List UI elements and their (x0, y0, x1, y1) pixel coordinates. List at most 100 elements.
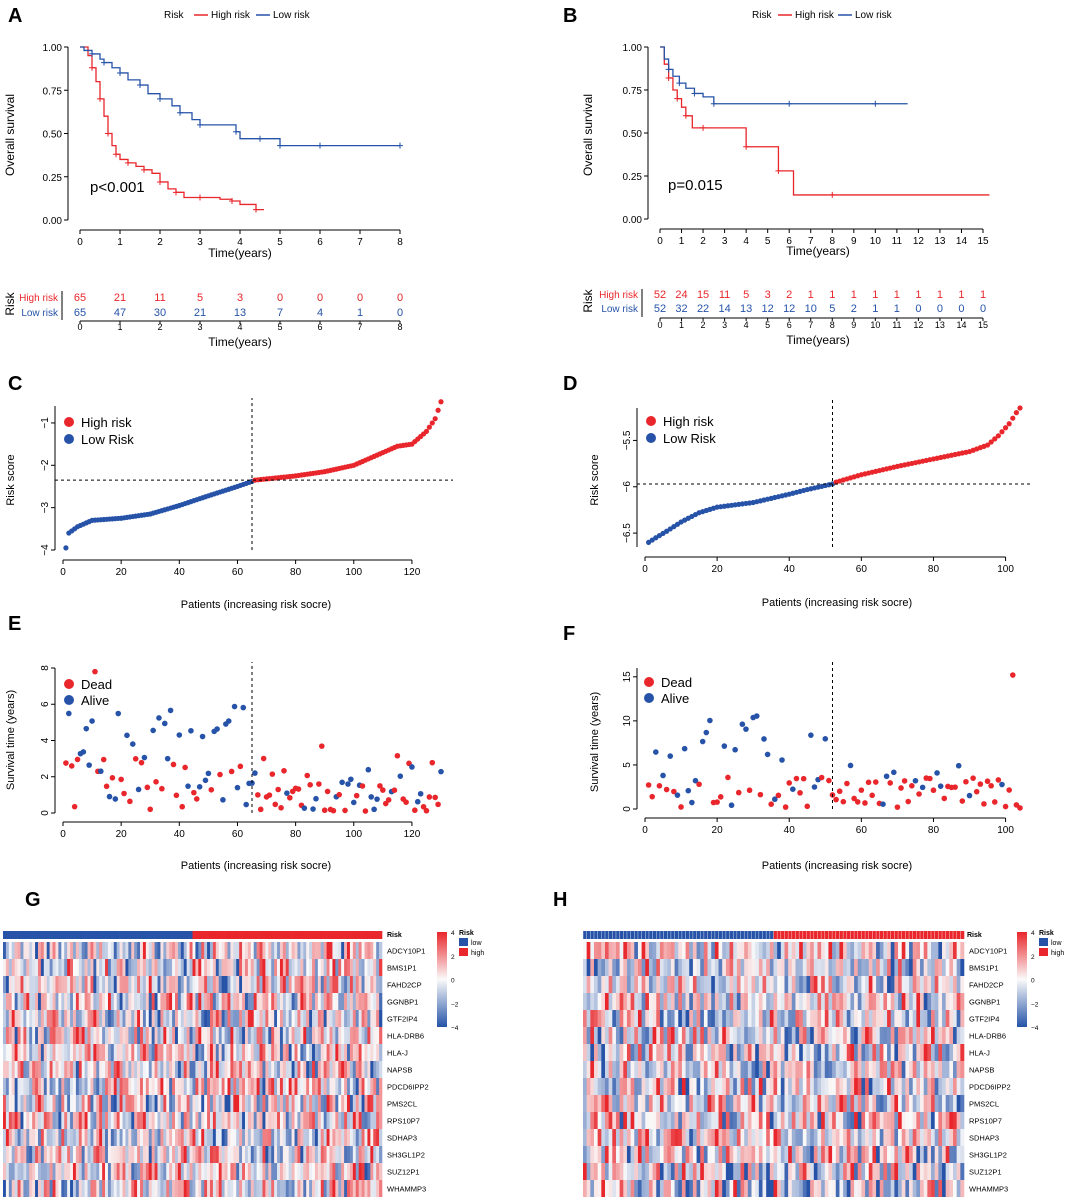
pvalue-a: p<0.001 (90, 179, 145, 196)
heatmap-cell (872, 1027, 877, 1044)
heatmap-cell (312, 1129, 316, 1146)
heatmap-cell (828, 1112, 833, 1129)
heatmap-cell (134, 1078, 138, 1095)
heatmap-cell (326, 1027, 330, 1044)
heatmap-cell (740, 1163, 745, 1180)
heatmap-cell (352, 1061, 357, 1078)
heatmap-cell (876, 1129, 881, 1146)
patient-point (649, 793, 656, 800)
censor-mark (829, 191, 836, 198)
risk-annotation-cell (110, 931, 115, 939)
heatmap-cell (244, 1010, 249, 1027)
heatmap-cell (956, 1078, 961, 1095)
heatmap-cell (799, 959, 804, 976)
heatmap-cell (297, 1044, 301, 1061)
heatmap-cell (26, 1027, 30, 1044)
heatmap-cell (52, 1163, 56, 1180)
risk-annotation-cell (916, 931, 921, 939)
heatmap-cell (953, 1146, 957, 1163)
heatmap-cell (169, 1146, 173, 1163)
heatmap-cell (32, 1078, 36, 1095)
heatmap-cell (865, 1061, 870, 1078)
patient-point (844, 780, 850, 787)
heatmap-cell (67, 959, 71, 976)
heatmap-cell (192, 1180, 196, 1197)
heatmap-cell (75, 993, 80, 1010)
heatmap-cell (186, 1129, 190, 1146)
y-tick-label: 0 (622, 806, 633, 812)
heatmap-cell (239, 1044, 243, 1061)
heatmap-cell (802, 1061, 807, 1078)
heatmap-cell (912, 1078, 917, 1095)
heatmap-cell (700, 993, 705, 1010)
heatmap-cell (309, 1010, 313, 1027)
heatmap-cell (784, 959, 789, 976)
y-tick-label: −5.5 (622, 430, 633, 450)
heatmap-cell (641, 1146, 646, 1163)
heatmap-cell (90, 1129, 94, 1146)
heatmap-cell (239, 1095, 243, 1112)
heatmap-cell (242, 1146, 246, 1163)
heatmap-cell (376, 976, 380, 993)
heatmap-cell (857, 959, 862, 976)
heatmap-cell (681, 1112, 686, 1129)
heatmap-cell (233, 1027, 237, 1044)
heatmap-cell (145, 1078, 150, 1095)
heatmap-cell (703, 959, 708, 976)
heatmap-cell (626, 1078, 631, 1095)
heatmap-cell (160, 959, 164, 976)
patient-point (304, 772, 311, 779)
heatmap-cell (703, 942, 708, 959)
heatmap-cell (736, 1027, 741, 1044)
y-tick-label: 0.75 (43, 86, 63, 97)
heatmap-cell (201, 1180, 205, 1197)
heatmap-cell (142, 1129, 147, 1146)
heatmap-cell (201, 959, 205, 976)
heatmap-cell (806, 1010, 811, 1027)
patient-point (98, 768, 104, 775)
heatmap-cell (912, 1010, 917, 1027)
heatmap-cell (949, 1078, 954, 1095)
heatmap-cell (912, 959, 917, 976)
heatmap-cell (718, 993, 723, 1010)
heatmap-cell (923, 959, 928, 976)
heatmap-cell (923, 1112, 928, 1129)
heatmap-cell (72, 1180, 77, 1197)
heatmap-cell (358, 1163, 362, 1180)
heatmap-cell (142, 1061, 147, 1078)
heatmap-cell (349, 993, 354, 1010)
heatmap-cell (320, 942, 324, 959)
heatmap-cell (890, 1129, 895, 1146)
heatmap-cell (707, 1146, 712, 1163)
heatmap-cell (43, 1078, 48, 1095)
heatmap-cell (663, 1180, 668, 1197)
heatmap-cell (218, 959, 222, 976)
censor-mark (125, 159, 131, 166)
heatmap-cell (788, 1061, 793, 1078)
heatmap-cell (20, 976, 24, 993)
heatmap-cell (96, 976, 100, 993)
heatmap-cell (227, 1146, 231, 1163)
heatmap-cell (839, 1180, 844, 1197)
heatmap-cell (23, 1129, 27, 1146)
panel-letter-d: D (563, 373, 577, 395)
heatmap-cell (64, 1010, 68, 1027)
heatmap-cell (23, 1061, 27, 1078)
heatmap-cell (218, 1044, 222, 1061)
heatmap-cell (887, 959, 892, 976)
heatmap-cell (755, 976, 760, 993)
ylabel-e: Survival time (years) (5, 690, 17, 790)
patient-point (966, 792, 973, 799)
heatmap-cell (821, 1180, 826, 1197)
heatmap-cell (780, 1129, 785, 1146)
heatmap-cell (166, 1010, 170, 1027)
heatmap-cell (700, 1078, 705, 1095)
heatmap-cell (140, 1078, 144, 1095)
heatmap-cell (192, 1010, 196, 1027)
heatmap-cell (619, 976, 624, 993)
heatmap-cell (294, 976, 298, 993)
pvalue-b: p=0.015 (668, 177, 723, 194)
heatmap-cell (725, 1112, 730, 1129)
heatmap-cell (766, 1112, 771, 1129)
heatmap-cell (134, 976, 138, 993)
